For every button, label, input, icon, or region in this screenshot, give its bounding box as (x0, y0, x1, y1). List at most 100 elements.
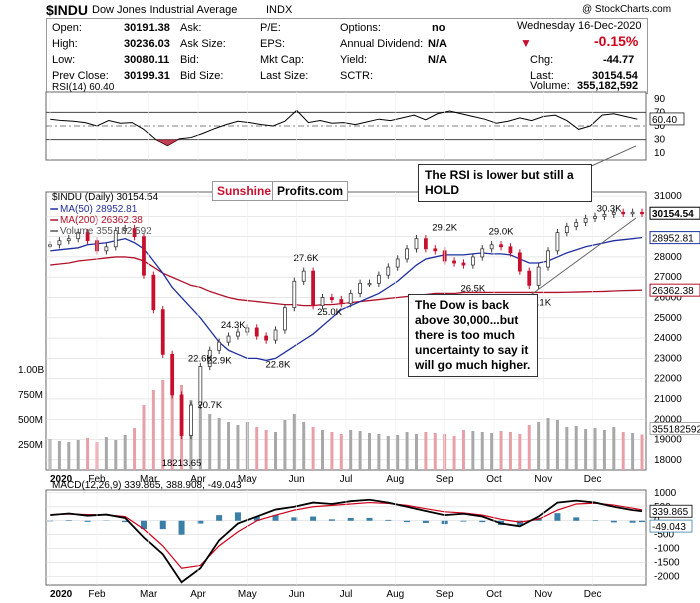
volume-bar (621, 432, 625, 470)
price-tick-label: 25000 (654, 313, 682, 324)
volume-bar (123, 435, 127, 470)
open-label: Open: (52, 22, 82, 34)
price-candle (461, 262, 466, 266)
macd-histogram-bar (554, 513, 561, 521)
macd-histogram-bar (422, 520, 429, 523)
price-data-label: 30.3K (597, 203, 622, 214)
x-axis-label: Dec (584, 474, 602, 485)
volume-bar (433, 433, 437, 470)
last-value: 30154.54 (592, 70, 638, 82)
macd-histogram-bar (366, 517, 373, 521)
volume-bar (631, 433, 635, 470)
macd-signal-line (49, 501, 643, 569)
price-data-label: 22.9K (207, 355, 232, 366)
price-candle (207, 349, 212, 367)
volume-right-label: 355182592 (652, 425, 700, 436)
volume-bar (133, 428, 137, 470)
price-right-box (649, 283, 700, 297)
volume-bar (461, 430, 465, 470)
price-candle (536, 266, 541, 286)
x-axis-label: Nov (534, 474, 552, 485)
price-candle (621, 211, 626, 215)
volume-bar (527, 425, 531, 470)
volume-bar (114, 440, 118, 470)
volume-bar (452, 436, 456, 470)
price-candle (583, 217, 588, 223)
exchange: INDX (266, 4, 293, 16)
volume-bar (358, 431, 362, 470)
price-right-label: 30154.54 (652, 209, 694, 220)
macd-histogram-bar (84, 520, 91, 522)
legend-ma50: MA(50) 28952.81 (60, 204, 138, 215)
x-axis-label: Sep (436, 474, 454, 485)
macd-tick-label: -1000 (654, 544, 680, 555)
last-label: Last: (530, 70, 554, 82)
x-axis-label: Jun (289, 474, 305, 485)
price-tick-label: 19000 (654, 435, 682, 446)
volume-bar (76, 440, 80, 470)
x-axis-label: Feb (88, 474, 106, 485)
price-candle (273, 329, 278, 341)
volume-bar (640, 434, 644, 470)
volume-bar (292, 414, 296, 470)
macd-histogram-bar (310, 516, 317, 521)
price-candle (339, 299, 344, 305)
volume-bar (480, 432, 484, 470)
options-value: no (432, 22, 446, 34)
volume-bar (302, 422, 306, 470)
price-candle (217, 341, 222, 351)
x-axis-label: Jul (340, 474, 353, 485)
x-axis-label: Oct (486, 589, 502, 600)
x-axis-label: Feb (88, 589, 106, 600)
volume-bar (339, 434, 343, 470)
prev-close-label: Prev Close: (52, 70, 109, 82)
volume-bar (414, 434, 418, 470)
price-candle (320, 297, 325, 307)
copyright: @ StockCharts.com (582, 4, 672, 15)
price-candle (189, 404, 193, 436)
price-candle (198, 366, 203, 406)
price-candle (386, 266, 391, 276)
price-candle (611, 211, 616, 215)
volume-bar (236, 425, 240, 470)
macd-histogram-bar (516, 520, 523, 525)
price-candle (292, 280, 297, 309)
volume-label: Volume: (530, 80, 570, 92)
macd-histogram-bar (347, 517, 354, 521)
macd-histogram-bar (291, 517, 298, 521)
volume-bar (386, 436, 390, 470)
macd-histogram-bar (178, 520, 185, 535)
price-candle (85, 232, 90, 242)
yield-value: N/A (428, 54, 447, 66)
volume-bar (602, 430, 606, 470)
volume-bar (283, 420, 287, 470)
price-candle (546, 250, 550, 268)
x-axis-label: 2020 (50, 474, 73, 485)
x-axis-label: May (238, 589, 257, 600)
price-candle (423, 238, 428, 250)
volume-tick-label: 250M (18, 440, 43, 451)
dow-annotation: The Dow is back above 30,000...but there… (408, 294, 538, 377)
price-tick-label: 28000 (654, 252, 682, 263)
rsi-tick-label: 50 (654, 121, 666, 132)
yield-label: Yield: (340, 54, 368, 66)
volume-bar (198, 408, 202, 470)
price-candle (66, 238, 71, 242)
price-candle (433, 248, 438, 252)
volume-bar (170, 375, 174, 470)
x-axis-label: Aug (386, 589, 404, 600)
macd-histogram-bar (272, 515, 279, 521)
price-candle (142, 236, 146, 276)
macd-histogram-bar (253, 516, 260, 521)
volume-bar (227, 422, 231, 470)
rsi-title: RSI(14) 60.40 (52, 82, 115, 93)
price-candle (113, 230, 118, 248)
rsi-tick-label: 90 (654, 94, 666, 105)
macd-tick-label: 1000 (654, 488, 677, 499)
ask-label: Ask: (180, 22, 202, 34)
price-candle (179, 394, 184, 436)
volume-value: 355,182,592 (577, 80, 639, 92)
quote-date: Wednesday 16-Dec-2020 (517, 20, 642, 32)
volume-bar (349, 430, 353, 470)
volume-bar (264, 430, 268, 470)
